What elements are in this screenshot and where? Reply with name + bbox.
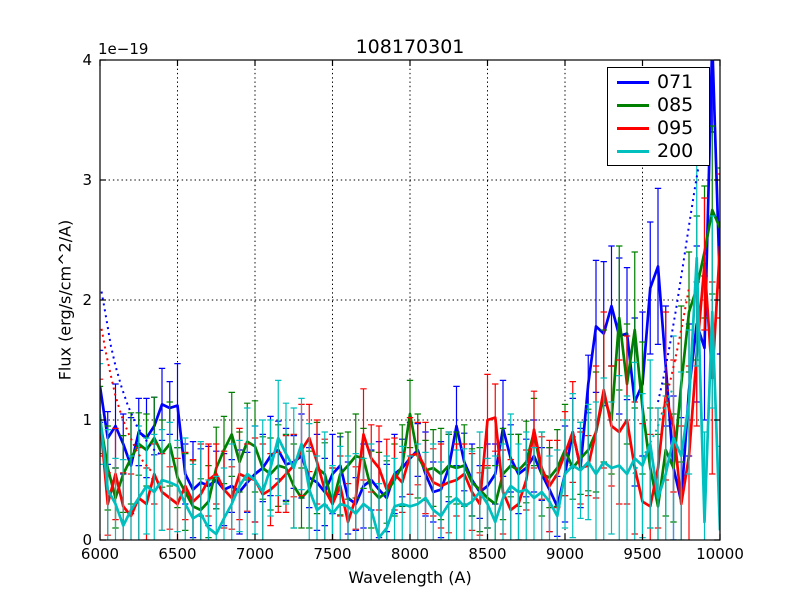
y-axis-label: Flux (erg/s/cm^2/A) (55, 219, 75, 381)
x-tick-label: 8500 (468, 545, 506, 563)
plot-title: 108170301 (355, 36, 465, 58)
legend-line-swatch-095 (617, 126, 649, 131)
legend-label: 085 (657, 94, 694, 116)
dotted-segment-095 (657, 287, 690, 427)
series-line-085 (100, 208, 720, 512)
x-tick-label: 7500 (313, 545, 351, 563)
y-tick-label: 4 (82, 51, 92, 69)
legend-label: 200 (657, 140, 694, 162)
x-axis-label: Wavelength (A) (348, 568, 472, 587)
x-tick-label: 9500 (623, 545, 661, 563)
series-line-200 (100, 256, 720, 539)
legend-box: 071 085 095 200 (607, 67, 710, 166)
y-tick-label: 0 (82, 531, 92, 549)
legend-entry-200: 200 (608, 140, 709, 163)
x-tick-label: 6000 (81, 545, 119, 563)
y-tick-label: 3 (82, 171, 92, 189)
legend-label: 071 (657, 71, 694, 93)
legend-entry-095: 095 (608, 117, 709, 140)
x-tick-label: 10000 (696, 545, 744, 563)
legend-line-swatch-085 (617, 103, 649, 108)
x-tick-label: 7000 (236, 545, 274, 563)
legend-entry-071: 071 (608, 71, 709, 94)
legend-label: 095 (657, 117, 694, 139)
legend-line-swatch-071 (617, 80, 649, 85)
y-tick-label: 2 (82, 291, 92, 309)
y-axis-offset-text: 1e−19 (98, 40, 149, 58)
legend-line-swatch-200 (617, 149, 649, 154)
x-tick-label: 8000 (391, 545, 429, 563)
y-tick-label: 1 (82, 411, 92, 429)
x-tick-label: 6500 (158, 545, 196, 563)
legend-entry-085: 085 (608, 94, 709, 117)
x-tick-label: 9000 (546, 545, 584, 563)
dotted-segment-200 (632, 389, 673, 475)
